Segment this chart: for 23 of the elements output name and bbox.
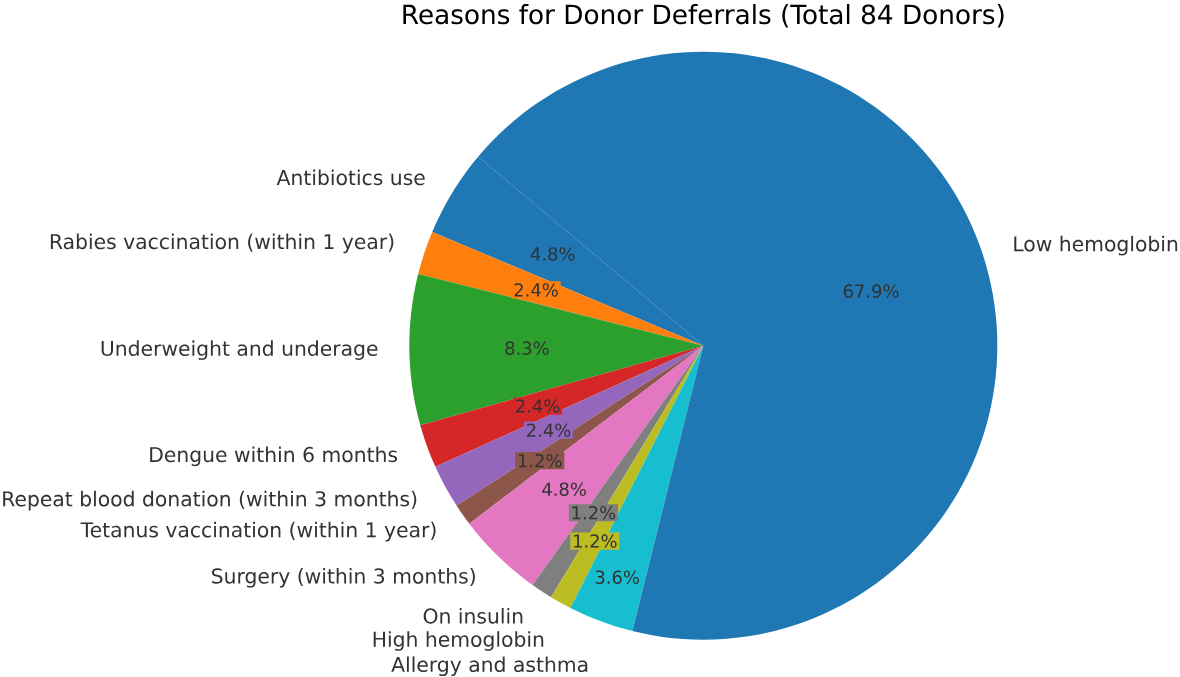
slice-label: On insulin (423, 607, 523, 624)
slice-label: Underweight and underage (101, 340, 378, 360)
data-label: 67.9% (843, 284, 899, 298)
slice-label: Dengue within 6 months (150, 446, 398, 467)
data-label: 4.8% (542, 482, 586, 496)
slice-label: Repeat blood donation (within 3 months) (3, 490, 417, 511)
data-label: 8.3% (505, 341, 549, 355)
data-label: 1.2% (518, 453, 562, 468)
data-label: 3.6% (595, 570, 639, 584)
data-label: 4.8% (530, 247, 575, 261)
slice-label: Surgery (within 3 months) (212, 567, 475, 588)
slice-label: Rabies vaccination (within 1 year) (50, 233, 394, 254)
slice-label: Allergy and asthma (391, 656, 588, 676)
data-label: 2.4% (527, 423, 571, 437)
chart-title: Reasons for Donor Deferrals (Total 84 Donors) (403, 3, 1004, 28)
data-label: 1.2% (574, 534, 617, 548)
data-label: 2.4% (516, 399, 560, 413)
slice-label: Low hemoglobin (1014, 235, 1178, 256)
slice-label: Tetanus vaccination (within 1 year) (80, 521, 436, 542)
slice-label: High hemoglobin (373, 631, 544, 651)
slice-label: Antibiotics use (276, 169, 425, 186)
data-label: 1.2% (572, 505, 616, 520)
data-label: 2.4% (514, 283, 558, 297)
